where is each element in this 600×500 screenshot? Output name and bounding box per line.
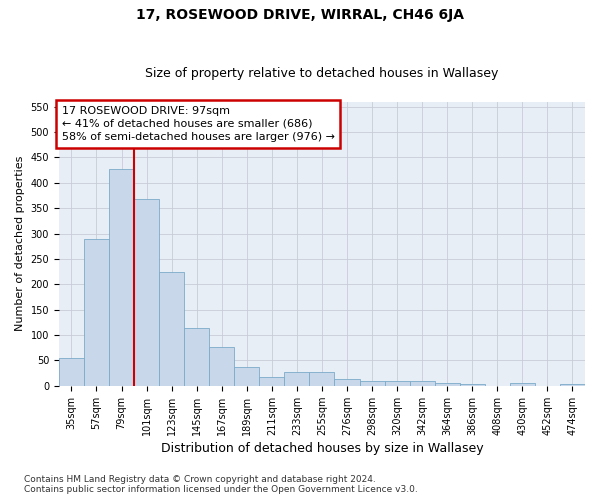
- Bar: [310, 372, 334, 386]
- Bar: [410, 381, 434, 386]
- Bar: [434, 384, 460, 386]
- Bar: [184, 328, 209, 386]
- Bar: [84, 238, 109, 386]
- Bar: [209, 347, 234, 386]
- Bar: [259, 376, 284, 386]
- Bar: [334, 378, 359, 386]
- Bar: [385, 382, 410, 386]
- Bar: [234, 366, 259, 386]
- Bar: [59, 358, 84, 386]
- Title: Size of property relative to detached houses in Wallasey: Size of property relative to detached ho…: [145, 66, 499, 80]
- Text: 17, ROSEWOOD DRIVE, WIRRAL, CH46 6JA: 17, ROSEWOOD DRIVE, WIRRAL, CH46 6JA: [136, 8, 464, 22]
- Bar: [134, 199, 159, 386]
- Text: 17 ROSEWOOD DRIVE: 97sqm
← 41% of detached houses are smaller (686)
58% of semi-: 17 ROSEWOOD DRIVE: 97sqm ← 41% of detach…: [62, 106, 335, 142]
- Y-axis label: Number of detached properties: Number of detached properties: [15, 156, 25, 332]
- Bar: [159, 272, 184, 386]
- Bar: [284, 372, 310, 386]
- X-axis label: Distribution of detached houses by size in Wallasey: Distribution of detached houses by size …: [161, 442, 483, 455]
- Text: Contains HM Land Registry data © Crown copyright and database right 2024.
Contai: Contains HM Land Registry data © Crown c…: [24, 474, 418, 494]
- Bar: [560, 384, 585, 386]
- Bar: [460, 384, 485, 386]
- Bar: [510, 384, 535, 386]
- Bar: [359, 382, 385, 386]
- Bar: [109, 168, 134, 386]
